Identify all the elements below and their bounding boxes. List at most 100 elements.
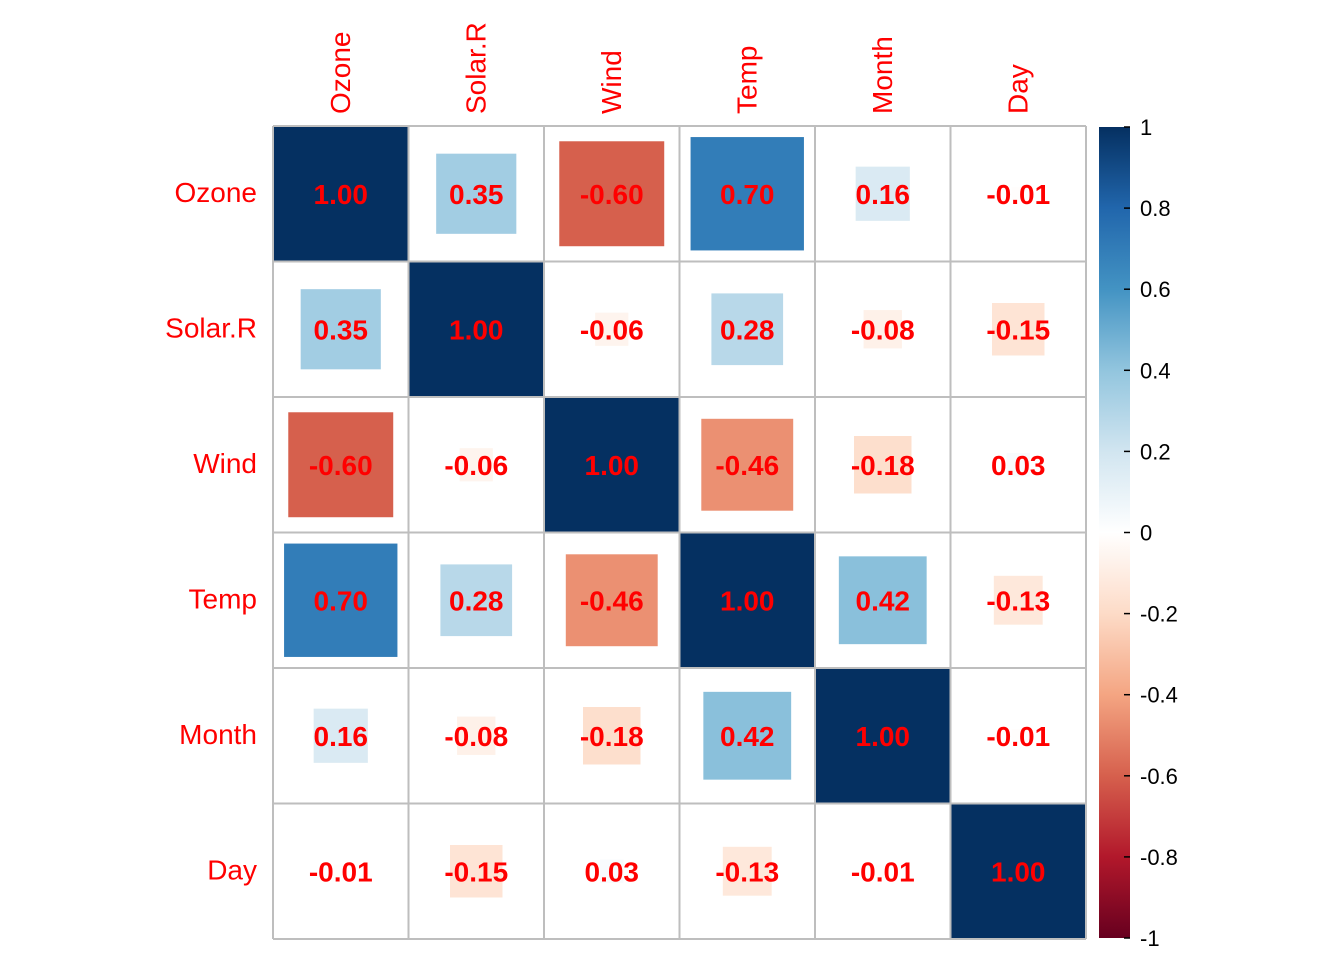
cell-square-Solar.R-Solar.R — [408, 261, 544, 397]
cell-value-label: 0.70 — [720, 179, 775, 210]
cell-square-Solar.R-Temp — [711, 293, 784, 366]
cell-square-Temp-Wind — [565, 554, 658, 647]
color-legend: 1 0.8 0.6 0.4 0.2 0 -0.2 -0.4 -0.6 -0.8 -1 — [1099, 115, 1178, 951]
cell-value-label: -0.01 — [986, 721, 1050, 752]
cell-square-Ozone-Ozone — [273, 126, 409, 262]
cell-square-Month-Month — [815, 668, 951, 804]
cell-value-label: 0.28 — [720, 314, 775, 345]
cell-square-Wind-Month — [854, 436, 912, 494]
cell-value-label: -0.18 — [580, 721, 644, 752]
grid-layer — [272, 125, 1087, 940]
cell-square-Month-Temp — [703, 691, 792, 780]
row-label-Day: Day — [207, 854, 257, 885]
colorbar-tick-label: -0.4 — [1140, 683, 1178, 708]
cell-square-Wind-Ozone — [288, 412, 394, 518]
colorbar-tick-label: 0 — [1140, 521, 1152, 546]
cell-square-Day-Ozone — [333, 864, 348, 879]
cell-value-label: -0.06 — [580, 314, 644, 345]
column-label-Temp: Temp — [731, 46, 762, 114]
colorbar-tick-label: 0.6 — [1140, 277, 1171, 302]
cell-square-Month-Ozone — [313, 708, 368, 763]
cell-square-Wind-Solar.R — [459, 448, 493, 482]
cell-square-Ozone-Temp — [690, 137, 804, 251]
cell-square-Solar.R-Day — [992, 303, 1045, 356]
cell-square-Day-Temp — [722, 846, 772, 896]
cell-value-label: -0.15 — [986, 314, 1050, 345]
cell-square-Wind-Wind — [544, 397, 680, 533]
cell-square-Month-Solar.R — [457, 716, 496, 755]
cell-value-label: -0.15 — [444, 856, 508, 887]
cell-value-label: 0.16 — [856, 179, 911, 210]
colorbar-tick-label: 0.2 — [1140, 439, 1171, 464]
cell-square-Temp-Solar.R — [440, 564, 513, 637]
cell-square-Solar.R-Month — [863, 310, 902, 349]
cell-square-Month-Wind — [583, 707, 641, 765]
cell-value-label: 0.28 — [449, 585, 504, 616]
cell-square-Day-Day — [950, 803, 1086, 939]
cell-value-label: 0.70 — [314, 585, 369, 616]
cell-value-label: 0.42 — [720, 721, 775, 752]
column-label-Month: Month — [867, 36, 898, 114]
cell-square-Ozone-Day — [1011, 186, 1026, 201]
row-label-Month: Month — [179, 719, 257, 750]
cell-value-label: -0.18 — [851, 450, 915, 481]
row-label-Ozone: Ozone — [175, 177, 258, 208]
cell-value-label: -0.01 — [851, 856, 915, 887]
row-label-Wind: Wind — [193, 448, 257, 479]
cell-square-Day-Solar.R — [450, 845, 503, 898]
cell-value-label: -0.60 — [309, 450, 373, 481]
cell-square-Temp-Day — [993, 575, 1043, 625]
colorbar-tick-label: 0.4 — [1140, 358, 1171, 383]
cell-value-label: 0.03 — [991, 450, 1046, 481]
row-label-Solar.R: Solar.R — [165, 312, 257, 343]
colorbar-tick-label: -0.6 — [1140, 764, 1178, 789]
cell-value-label: 0.42 — [856, 585, 911, 616]
cell-value-label: -0.60 — [580, 179, 644, 210]
column-label-Ozone: Ozone — [325, 32, 356, 115]
cell-square-Temp-Ozone — [284, 543, 398, 657]
column-label-Day: Day — [1002, 64, 1033, 114]
cell-value-label: -0.13 — [715, 856, 779, 887]
cell-value-label: -0.08 — [444, 721, 508, 752]
cell-labels-layer: 1.00 0.35 -0.60 0.70 0.16 -0.01 0.35 1.00 -0.06 0… — [309, 179, 1050, 888]
colorbar-tick-label: -1 — [1140, 926, 1160, 951]
colorbar-tick-label: -0.8 — [1140, 845, 1178, 870]
cell-value-label: -0.13 — [986, 585, 1050, 616]
cell-square-Ozone-Month — [855, 166, 910, 221]
cell-square-Ozone-Wind — [559, 141, 665, 247]
cell-value-label: 0.16 — [314, 721, 369, 752]
row-label-Temp: Temp — [189, 583, 257, 614]
cell-value-label: -0.01 — [986, 179, 1050, 210]
cell-value-label: 0.35 — [314, 314, 369, 345]
column-label-Wind: Wind — [596, 50, 627, 114]
column-labels: Ozone Solar.R Wind Temp Month Day — [325, 22, 1034, 114]
cell-value-label: 1.00 — [449, 314, 504, 345]
cell-value-label: 0.03 — [585, 856, 640, 887]
cell-value-label: -0.06 — [444, 450, 508, 481]
cell-square-Ozone-Solar.R — [436, 153, 517, 234]
colorbar-tick-label: 0.8 — [1140, 196, 1171, 221]
cell-value-label: -0.46 — [715, 450, 779, 481]
cell-value-label: -0.08 — [851, 314, 915, 345]
cell-value-label: -0.46 — [580, 585, 644, 616]
cell-square-Temp-Temp — [679, 532, 815, 668]
cell-value-label: 1.00 — [856, 721, 911, 752]
cell-value-label: -0.01 — [309, 856, 373, 887]
cell-value-label: 1.00 — [585, 450, 640, 481]
cell-square-Day-Wind — [600, 859, 624, 883]
colorbar-tick-label: -0.2 — [1140, 602, 1178, 627]
cell-square-Solar.R-Wind — [595, 312, 629, 346]
cell-value-label: 1.00 — [991, 856, 1046, 887]
cell-square-Temp-Month — [838, 556, 927, 645]
cell-square-Wind-Day — [1006, 453, 1030, 477]
cell-square-Wind-Temp — [701, 418, 794, 511]
cell-square-Day-Month — [875, 864, 890, 879]
column-label-Solar.R: Solar.R — [460, 22, 491, 114]
cell-value-label: 1.00 — [720, 585, 775, 616]
cells-layer — [273, 126, 1086, 939]
cell-value-label: 1.00 — [314, 179, 369, 210]
cell-square-Month-Day — [1011, 728, 1026, 743]
cell-square-Solar.R-Ozone — [300, 289, 381, 370]
cell-value-label: 0.35 — [449, 179, 504, 210]
